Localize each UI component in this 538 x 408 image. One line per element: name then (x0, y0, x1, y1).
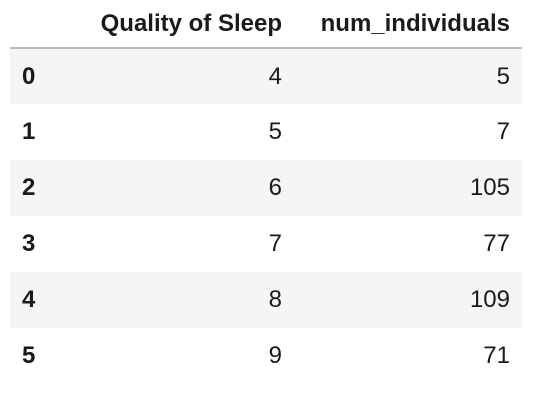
cell-quality-of-sleep: 9 (268, 342, 282, 369)
cell-quality-of-sleep: 8 (268, 286, 282, 313)
header-row: Quality of Sleep num_individuals (10, 0, 522, 49)
table-row: 2 6 105 (10, 160, 522, 216)
cell-num-individuals: 77 (483, 230, 510, 257)
row-index: 1 (22, 118, 36, 145)
index-column-header (10, 0, 66, 49)
cell-num-individuals: 71 (483, 342, 510, 369)
row-index: 3 (22, 230, 36, 257)
table-row: 4 8 109 (10, 272, 522, 328)
row-index: 4 (22, 286, 36, 313)
cell-num-individuals: 5 (496, 62, 510, 90)
row-index: 0 (22, 62, 36, 90)
cell-num-individuals: 105 (469, 174, 510, 201)
cell-num-individuals: 7 (496, 118, 510, 145)
table-row: 1 5 7 (10, 104, 522, 160)
table-row: 0 4 5 (10, 48, 522, 104)
table-row: 5 9 71 (10, 328, 522, 384)
column-header-quality-of-sleep: Quality of Sleep (66, 0, 284, 49)
cell-num-individuals: 109 (469, 286, 510, 313)
row-index: 2 (22, 174, 36, 201)
cell-quality-of-sleep: 6 (268, 174, 282, 201)
cell-quality-of-sleep: 5 (268, 118, 282, 145)
table-header: Quality of Sleep num_individuals (10, 0, 522, 49)
cell-quality-of-sleep: 4 (268, 62, 282, 90)
cell-quality-of-sleep: 7 (268, 230, 282, 257)
table-row: 3 7 77 (10, 216, 522, 272)
row-index: 5 (22, 342, 36, 369)
column-header-num-individuals: num_individuals (284, 0, 522, 49)
dataframe-table: Quality of Sleep num_individuals 0 4 5 1… (10, 0, 522, 384)
table-body: 0 4 5 1 5 7 2 6 105 3 7 77 4 8 1 (10, 48, 522, 384)
dataframe-table-container: Quality of Sleep num_individuals 0 4 5 1… (10, 0, 522, 384)
